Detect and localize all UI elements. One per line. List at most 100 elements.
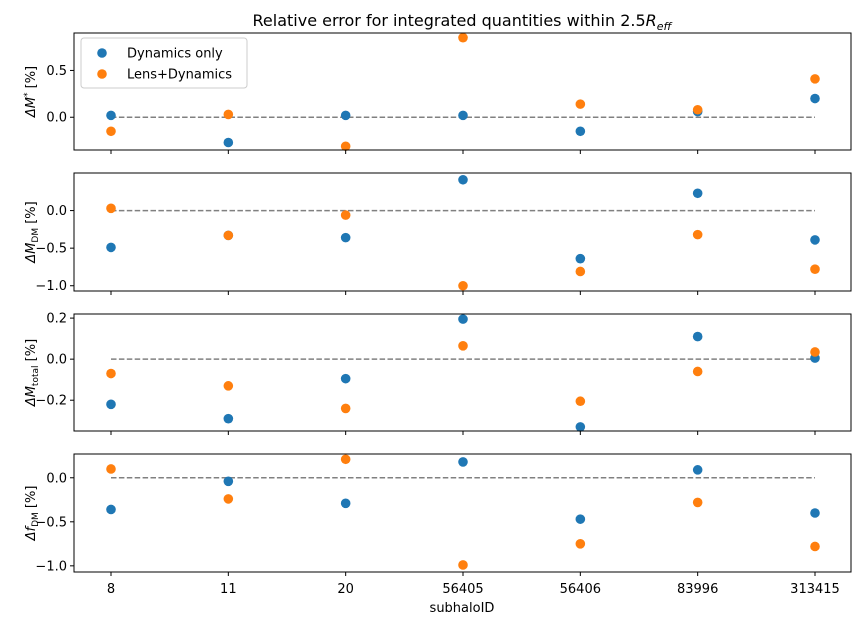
data-point [810,74,820,84]
y-tick-label: 0.0 [46,204,67,219]
data-point [223,381,234,391]
y-tick-label: −1.0 [35,559,67,574]
y-tick-label: −0.5 [35,242,67,257]
x-axis-label: subhaloID [430,601,495,616]
data-point [575,99,586,109]
data-point [692,497,703,508]
series-dynamics-only [106,174,820,264]
y-tick-label: 0.0 [46,353,67,368]
chart-title: Relative error for integrated quantities… [253,11,673,33]
y-tick-label: −0.2 [35,394,67,409]
x-tick-label: 56405 [442,582,483,597]
data-point [810,347,820,357]
data-point [340,141,351,152]
legend: Dynamics only Lens+Dynamics [80,37,248,89]
data-point [106,504,116,515]
data-point [458,314,468,324]
series-dynamics-only [106,93,820,148]
data-point [106,399,116,410]
data-point [106,110,116,121]
data-point [575,396,586,407]
data-point [223,137,234,148]
data-point [458,280,468,291]
data-point [458,457,468,467]
data-point [692,366,703,377]
data-point [223,476,234,487]
legend-marker [97,48,107,58]
series-lens-dynamics [106,32,820,152]
data-point [810,235,820,245]
data-point [106,126,116,137]
data-point [458,560,468,570]
y-tick-label: −0.5 [35,515,67,530]
data-point [575,514,586,524]
panel-2: −1.0 −0.5 0.0 ΔMDM [%] [24,172,852,295]
data-point [340,373,351,384]
data-point [340,110,351,121]
legend-entry: Dynamics only [127,47,223,62]
x-tick-label: 8 [107,582,115,597]
series-lens-dynamics [106,341,820,414]
y-tick-label: 0.5 [46,64,67,79]
data-point [106,242,116,253]
data-point [575,253,586,264]
legend-entry: Lens+Dynamics [127,68,232,83]
y-axis-label: ΔMDM [%] [24,201,41,263]
data-point [223,413,234,424]
x-axis: 8 11 20 56405 56406 83996 313415 [107,582,840,597]
data-point [458,32,468,43]
y-tick-label: 0.0 [46,111,67,126]
data-point [458,174,468,185]
data-point [692,188,703,199]
x-tick-label: 20 [337,582,354,597]
data-point [340,210,351,220]
axes-frame [73,313,852,432]
series-dynamics-only [106,457,820,524]
series-dynamics-only [106,314,820,432]
y-tick-label: −1.0 [35,279,67,294]
data-point [106,464,116,474]
y-tick-label: 0.2 [46,312,67,327]
data-point [575,539,586,549]
y-tick-label: 0.0 [46,471,67,486]
y-axis-label: ΔM* [%] [23,66,39,118]
data-point [692,229,703,240]
x-tick-label: 83996 [677,582,718,597]
legend-box [80,37,248,89]
data-point [810,508,820,518]
x-tick-label: 11 [220,582,237,597]
data-point [692,465,703,475]
data-point [810,93,820,104]
series-lens-dynamics [106,454,820,570]
data-point [340,232,351,243]
data-point [575,266,586,277]
y-axis-label: ΔMtotal [%] [24,339,41,407]
data-point [810,264,820,275]
data-point [458,110,468,121]
data-point [223,109,234,120]
data-point [340,454,351,465]
data-point [106,203,116,214]
panel-4: −1.0 −0.5 0.0 ΔfDM [%] [24,453,852,576]
data-point [692,331,703,342]
panel-3: −0.2 0.0 0.2 ΔMtotal [%] [24,312,852,435]
axes-frame [73,172,852,292]
data-point [810,541,820,552]
axes-frame [73,453,852,573]
data-point [223,230,234,241]
legend-marker [97,69,107,79]
x-tick-label: 56406 [560,582,601,597]
data-point [692,104,703,115]
data-point [575,126,586,137]
panel-1: 0.0 0.5 ΔM* [%] [23,32,852,154]
data-point [223,494,234,504]
data-point [340,403,351,414]
data-point [458,341,468,351]
data-point [106,368,116,379]
y-axis-label: ΔfDM [%] [24,486,41,542]
series-lens-dynamics [106,203,820,291]
data-point [340,498,351,509]
x-tick-label: 313415 [790,582,840,597]
